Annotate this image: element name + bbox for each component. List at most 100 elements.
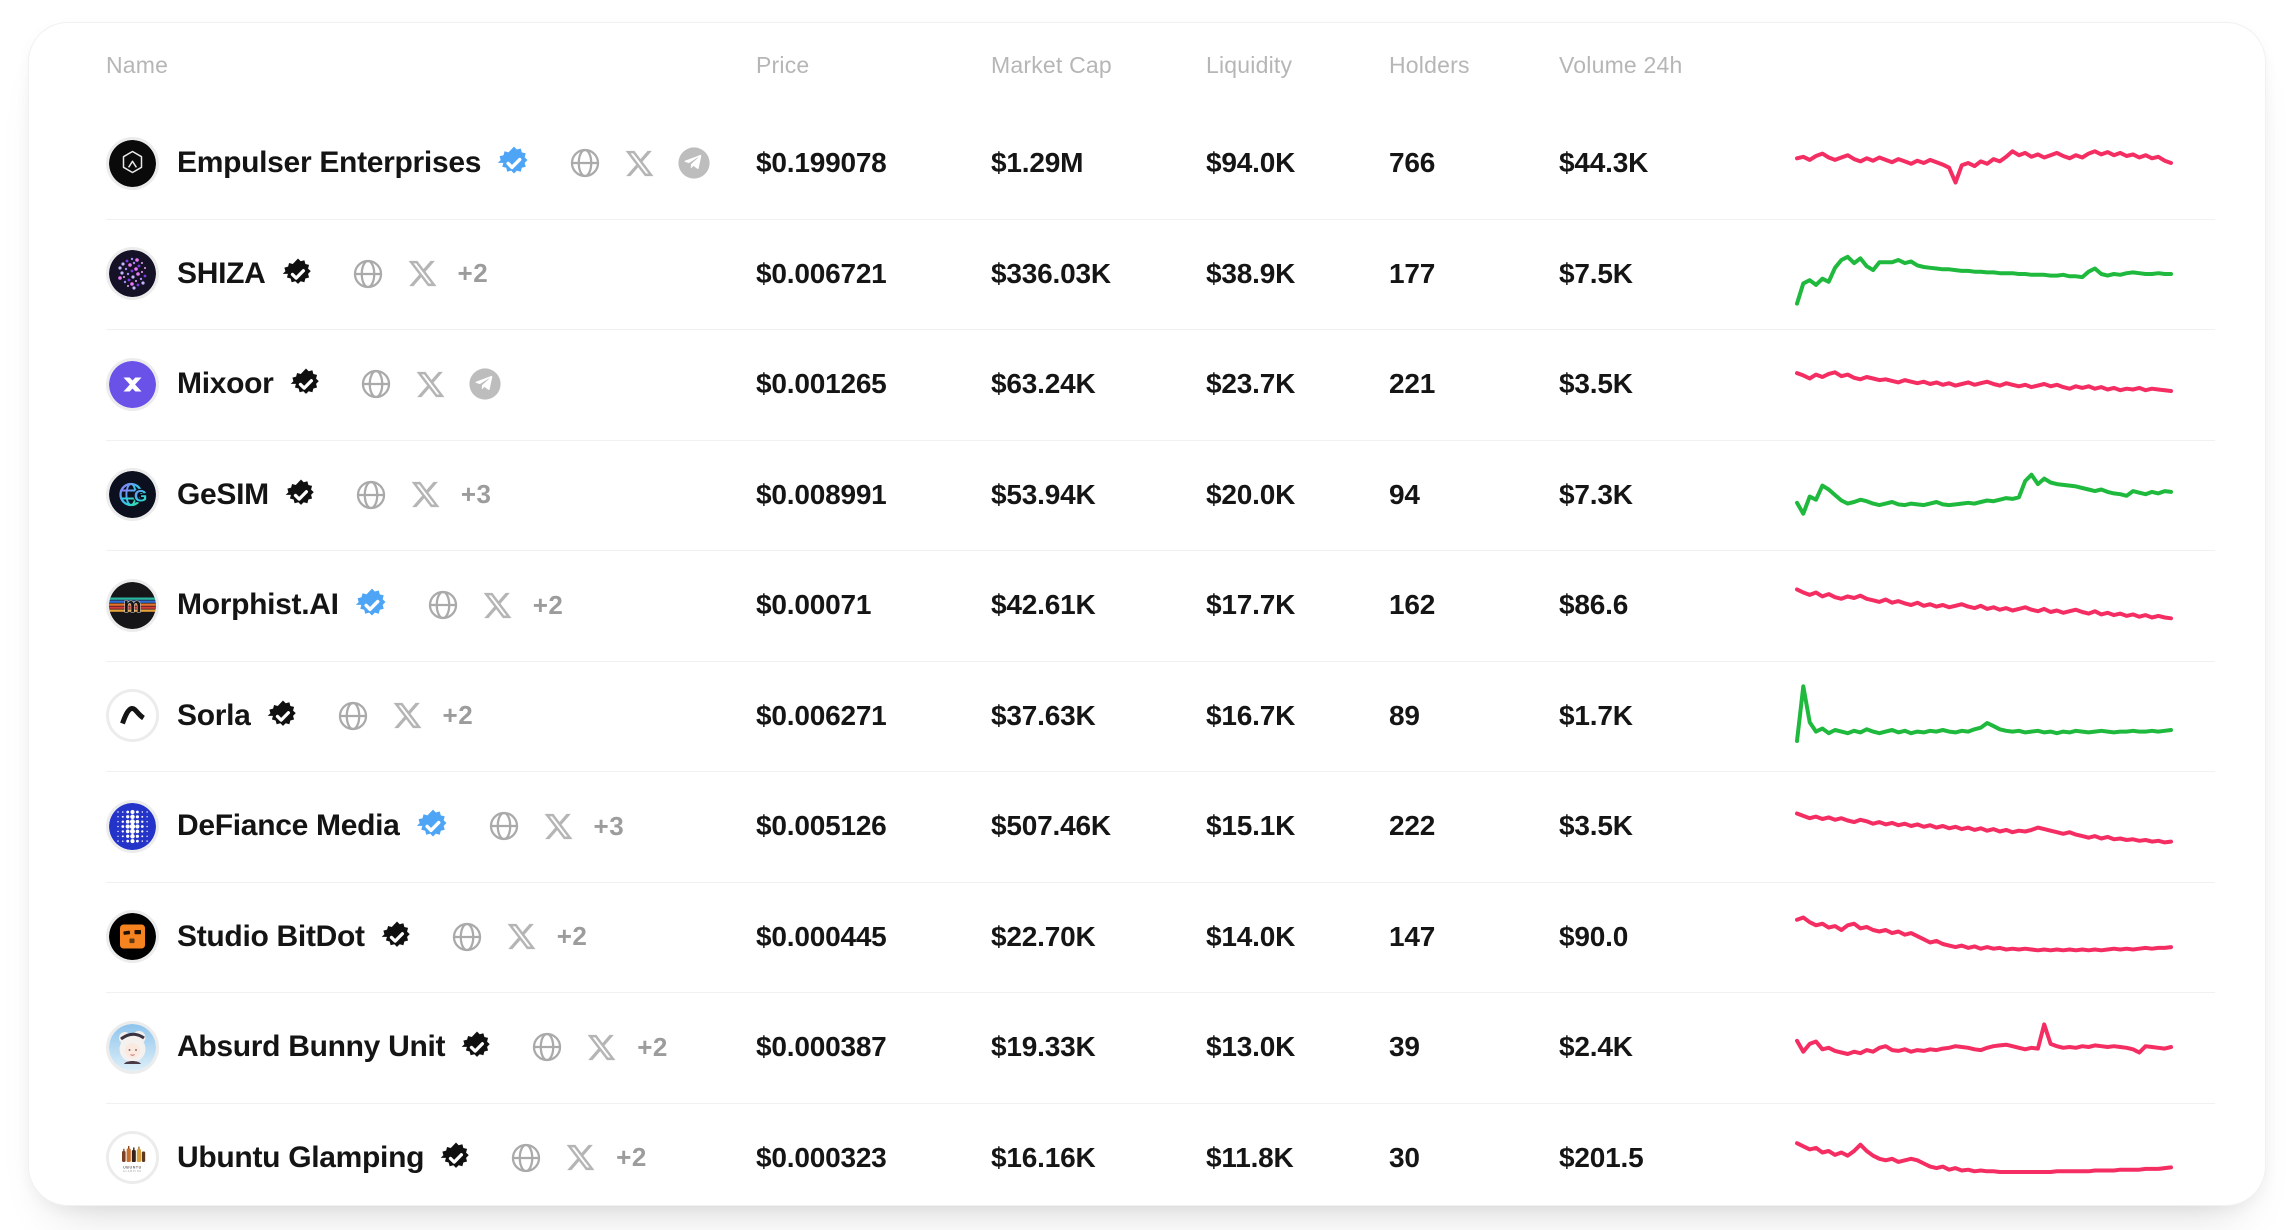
holders-cell: 94 xyxy=(1389,478,1420,510)
token-name[interactable]: Mixoor xyxy=(177,367,274,401)
token-name-cell: Absurd Bunny Unit +2 xyxy=(106,1020,756,1074)
table-row[interactable]: Absurd Bunny Unit +2 $0.000387 $19.33K $… xyxy=(29,992,2265,1103)
globe-icon[interactable] xyxy=(359,367,393,401)
social-links: +2 xyxy=(450,920,588,954)
liquidity-cell: $38.9K xyxy=(1206,257,1296,289)
holders-cell: 89 xyxy=(1389,699,1420,731)
more-socials-count[interactable]: +2 xyxy=(556,921,588,952)
verified-check-icon xyxy=(282,258,311,284)
table-row[interactable]: Studio BitDot +2 $0.000445 $22.70K $14.0… xyxy=(29,881,2265,993)
token-name[interactable]: SHIZA xyxy=(177,256,266,290)
token-avatar[interactable] xyxy=(106,1020,159,1074)
token-avatar[interactable]: m xyxy=(106,578,159,632)
token-name[interactable]: Ubuntu Glamping xyxy=(177,1140,425,1174)
token-avatar[interactable] xyxy=(106,247,159,301)
token-avatar[interactable]: UBUNTU GLAMPING xyxy=(106,1131,159,1185)
verified-check-icon xyxy=(290,368,319,395)
globe-icon[interactable] xyxy=(509,1141,543,1175)
globe-icon[interactable] xyxy=(487,809,521,843)
token-avatar[interactable] xyxy=(106,910,159,964)
x-logo-icon[interactable] xyxy=(586,1032,617,1063)
more-socials-count[interactable]: +3 xyxy=(460,479,492,510)
globe-icon[interactable] xyxy=(568,146,602,180)
token-name-cell: Empulser Enterprises xyxy=(106,136,756,190)
market-cap-cell: $63.24K xyxy=(991,368,1096,400)
telegram-icon[interactable] xyxy=(468,367,502,401)
x-logo-icon[interactable] xyxy=(410,479,441,510)
verified-check-icon xyxy=(497,146,528,174)
token-name-cell: G GeSIM +3 xyxy=(106,468,756,522)
token-name[interactable]: Studio BitDot xyxy=(177,919,365,953)
more-socials-count[interactable]: +2 xyxy=(457,258,489,289)
x-logo-icon[interactable] xyxy=(415,369,446,400)
x-logo-icon[interactable] xyxy=(482,590,513,621)
more-socials-count[interactable]: +2 xyxy=(616,1142,647,1173)
more-socials-count[interactable]: +2 xyxy=(532,589,564,620)
globe-icon[interactable] xyxy=(530,1030,564,1064)
table-row[interactable]: Sorla +2 $0.006271 $37.63K $16.7K 89 $1.… xyxy=(29,660,2265,772)
globe-icon[interactable] xyxy=(351,257,385,291)
token-name-cell: Sorla +2 xyxy=(106,689,756,743)
social-links: +2 xyxy=(509,1141,647,1175)
table-row[interactable]: Empulser Enterprises $0.199078 $1.29M $9… xyxy=(29,108,2265,219)
table-row[interactable]: Mixoor $0.001265 $63.24K $23.7K 221 $3.5… xyxy=(29,329,2265,440)
table-row[interactable]: m Morphist.AI +2 $0.00071 $42.61K $17.7K… xyxy=(29,550,2265,661)
column-header-volume_24h[interactable]: Volume 24h xyxy=(1559,52,1683,78)
market-cap-cell: $53.94K xyxy=(991,478,1096,510)
token-avatar[interactable]: G xyxy=(106,468,159,522)
holders-cell: 221 xyxy=(1389,368,1436,400)
token-name[interactable]: DeFiance Media xyxy=(177,809,400,843)
x-logo-icon[interactable] xyxy=(407,258,438,289)
column-header-holders[interactable]: Holders xyxy=(1389,52,1470,78)
x-logo-icon[interactable] xyxy=(543,811,574,842)
x-logo-icon[interactable] xyxy=(565,1142,596,1173)
token-table-card: Name Price Market Cap Liquidity Holders Volum… xyxy=(28,22,2266,1206)
table-row[interactable]: DeFiance Media +3 $0.005126 $507.46K $15… xyxy=(29,771,2265,882)
column-header-market_cap[interactable]: Market Cap xyxy=(991,52,1112,78)
x-logo-icon[interactable] xyxy=(506,921,537,952)
price-cell: $0.000323 xyxy=(756,1141,887,1173)
telegram-icon[interactable] xyxy=(677,146,711,180)
more-socials-count[interactable]: +3 xyxy=(593,810,625,841)
sparkline-chart xyxy=(1746,895,2215,979)
token-name-cell: Mixoor xyxy=(106,357,756,411)
volume-24h-cell: $2.4K xyxy=(1559,1031,1633,1063)
token-name[interactable]: GeSIM xyxy=(177,477,269,511)
globe-icon[interactable] xyxy=(426,588,460,622)
globe-icon[interactable] xyxy=(354,478,388,512)
holders-cell: 30 xyxy=(1389,1141,1420,1173)
table-row[interactable]: G GeSIM +3 $0.008991 $53.94K $20.0K 94 $… xyxy=(29,439,2265,551)
price-cell: $0.001265 xyxy=(756,368,887,400)
more-socials-count[interactable]: +2 xyxy=(637,1031,668,1062)
token-name-cell: m Morphist.AI +2 xyxy=(106,578,756,632)
social-links: +2 xyxy=(426,588,564,622)
svg-text:m: m xyxy=(124,595,142,617)
table-row[interactable]: SHIZA +2 $0.006721 $336.03K $38.9K 177 $… xyxy=(29,218,2265,330)
token-name-cell: Studio BitDot +2 xyxy=(106,910,756,964)
market-cap-cell: $37.63K xyxy=(991,699,1096,731)
more-socials-count[interactable]: +2 xyxy=(442,700,474,731)
market-cap-cell: $16.16K xyxy=(991,1141,1096,1173)
column-header-name[interactable]: Name xyxy=(106,52,169,78)
globe-icon[interactable] xyxy=(450,920,484,954)
token-avatar[interactable] xyxy=(106,799,159,853)
sparkline-chart xyxy=(1746,121,2215,205)
column-header-price[interactable]: Price xyxy=(756,52,810,78)
token-avatar[interactable] xyxy=(106,357,159,411)
token-avatar[interactable] xyxy=(106,136,159,190)
x-logo-icon[interactable] xyxy=(392,700,423,731)
liquidity-cell: $17.7K xyxy=(1206,589,1296,621)
price-cell: $0.005126 xyxy=(756,810,887,842)
globe-icon[interactable] xyxy=(336,699,370,733)
token-name[interactable]: Sorla xyxy=(177,698,251,732)
table-row[interactable]: UBUNTU GLAMPING Ubuntu Glamping +2 $0.000… xyxy=(29,1102,2265,1206)
column-header-liquidity[interactable]: Liquidity xyxy=(1206,52,1293,78)
token-name[interactable]: Empulser Enterprises xyxy=(177,146,482,180)
volume-24h-cell: $86.6 xyxy=(1559,589,1629,621)
token-avatar[interactable] xyxy=(106,689,159,743)
sparkline-chart xyxy=(1746,1116,2215,1200)
token-name[interactable]: Morphist.AI xyxy=(177,588,339,622)
price-cell: $0.006271 xyxy=(756,699,887,731)
x-logo-icon[interactable] xyxy=(624,148,655,179)
token-name[interactable]: Absurd Bunny Unit xyxy=(177,1030,446,1064)
